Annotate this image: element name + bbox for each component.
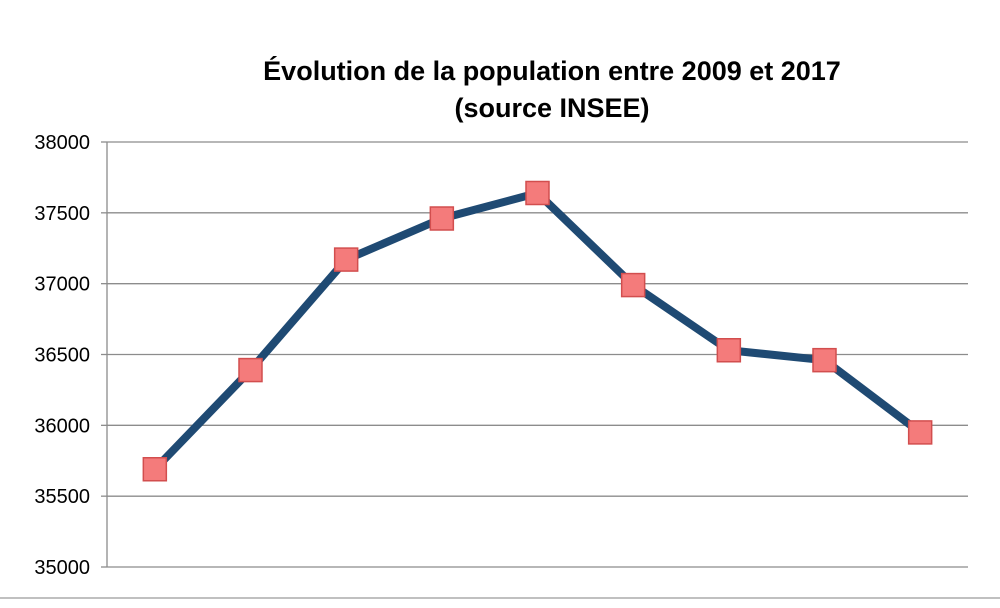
- y-tick-label: 35000: [34, 557, 90, 579]
- chart-title: Évolution de la population entre 2009 et…: [263, 55, 841, 86]
- data-point-marker: [907, 420, 933, 445]
- data-point-marker: [620, 272, 646, 298]
- data-point-marker: [716, 338, 742, 363]
- axes: [0, 141, 1000, 599]
- data-point-marker: [525, 180, 550, 206]
- chart-subtitle: (source INSEE): [454, 93, 649, 123]
- y-tick-label: 35500: [34, 486, 90, 508]
- data-point-marker: [142, 457, 168, 482]
- data-point-marker: [812, 347, 837, 373]
- y-axis-tick-labels: 35000 35500 36000 36500 37000 37500 38000: [34, 132, 90, 579]
- data-point-marker: [333, 247, 359, 272]
- y-tick-label: 37000: [34, 274, 90, 296]
- gridlines: [107, 141, 968, 497]
- series-line: [150, 189, 925, 474]
- y-tick-label: 38000: [34, 132, 90, 154]
- data-point-marker: [238, 357, 263, 383]
- series-layer: [150, 189, 925, 474]
- y-tick-label: 36000: [34, 415, 90, 437]
- markers-layer: [142, 180, 933, 482]
- data-point-marker: [429, 206, 455, 231]
- y-tick-label: 36500: [34, 345, 90, 367]
- y-tick-label: 37500: [34, 203, 90, 225]
